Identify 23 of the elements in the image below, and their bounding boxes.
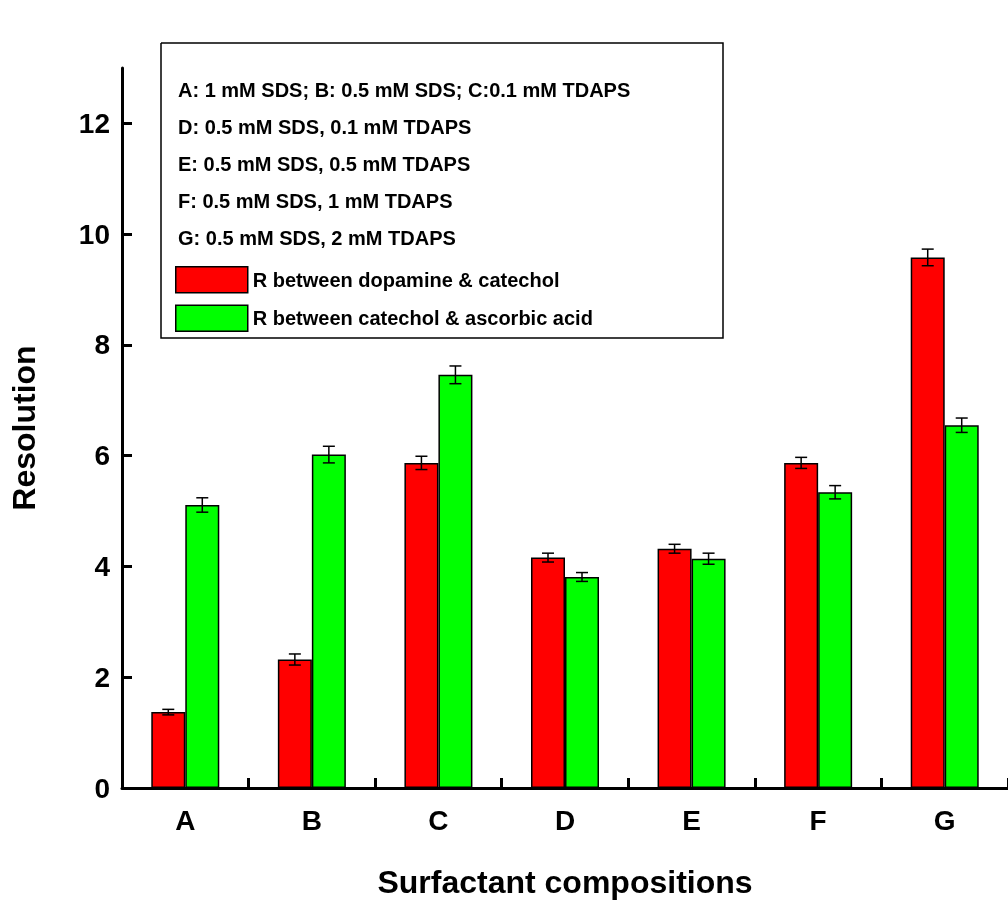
y-tick-label: 4	[94, 550, 111, 582]
y-axis-title: Resolution	[6, 345, 42, 511]
legend-label: R between dopamine & catechol	[252, 268, 560, 291]
y-tick-label: 0	[94, 772, 110, 804]
y-tick-label: 8	[94, 329, 110, 361]
x-tick-label: A	[175, 804, 196, 836]
x-tick-label: C	[428, 804, 449, 836]
annotation: E: 0.5 mM SDS, 0.5 mM TDAPS	[178, 153, 471, 175]
annotation: A: 1 mM SDS; B: 0.5 mM SDS; C:0.1 mM TDAPS	[178, 79, 631, 101]
annotation: D: 0.5 mM SDS, 0.1 mM TDAPS	[178, 116, 472, 138]
legend-label: R between catechol & ascorbic acid	[252, 307, 593, 330]
annotation: F: 0.5 mM SDS, 1 mM TDAPS	[178, 190, 453, 212]
y-tick-label: 6	[94, 440, 110, 472]
x-axis-title: Surfactant compositions	[377, 864, 753, 900]
y-tick-label: 12	[78, 107, 110, 139]
x-tick-label: E	[682, 804, 701, 836]
y-tick-label: 2	[94, 661, 110, 693]
x-tick-label: F	[809, 804, 827, 836]
x-tick-label: D	[554, 804, 576, 836]
x-tick-label: G	[933, 804, 956, 836]
annotation: G: 0.5 mM SDS, 2 mM TDAPS	[178, 227, 456, 249]
x-tick-label: B	[301, 804, 322, 836]
y-tick-label: 10	[78, 218, 110, 250]
